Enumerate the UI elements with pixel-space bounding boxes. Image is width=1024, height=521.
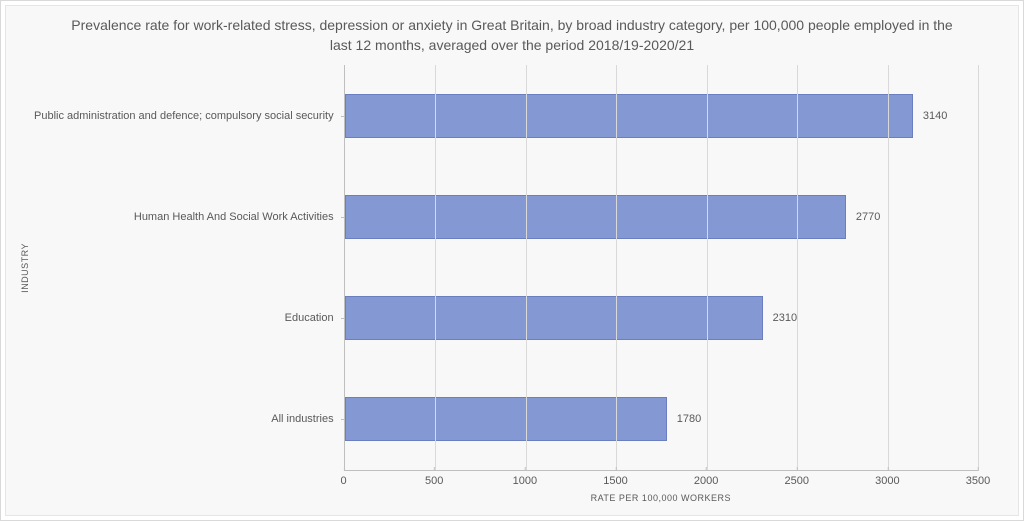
y-axis-category-label: Public administration and defence; compu…	[34, 65, 334, 166]
grid-line	[616, 65, 617, 470]
chart-plot-area-bg: Prevalence rate for work-related stress,…	[5, 5, 1019, 516]
grid-line	[978, 65, 979, 470]
bar-value-label: 3140	[923, 110, 947, 122]
grid-line	[888, 65, 889, 470]
x-axis-tick-label: 3000	[875, 471, 899, 487]
y-axis-category-label: All industries	[271, 369, 333, 470]
x-axis-tick-label: 0	[341, 471, 347, 487]
bar	[345, 94, 913, 138]
x-axis-tick-label: 1500	[603, 471, 627, 487]
grid-line	[526, 65, 527, 470]
grid-line	[707, 65, 708, 470]
x-axis-tick-label: 500	[425, 471, 443, 487]
bar-row: 3140	[345, 65, 978, 166]
x-axis-title-row: I Public administration and defence; com…	[6, 493, 1018, 515]
bar-value-label: 2310	[773, 312, 797, 324]
plot-wrap: INDUSTRY Public administration and defen…	[6, 55, 1018, 470]
y-axis-tick-mark	[341, 419, 345, 420]
bar	[345, 195, 846, 239]
chart-title: Prevalence rate for work-related stress,…	[6, 6, 1018, 55]
plot-area: 3140 2770 2310 1780	[344, 65, 978, 470]
chart-container: Prevalence rate for work-related stress,…	[0, 0, 1024, 521]
grid-line	[797, 65, 798, 470]
y-axis-tick-mark	[341, 217, 345, 218]
x-axis-title: RATE PER 100,000 WORKERS	[344, 493, 978, 515]
y-axis-title: INDUSTRY	[16, 65, 34, 470]
bar-row: 2770	[345, 166, 978, 267]
bars-layer: 3140 2770 2310 1780	[345, 65, 978, 470]
x-axis-tick-label: 2000	[694, 471, 718, 487]
bar-row: 1780	[345, 369, 978, 470]
y-axis-tick-mark	[341, 318, 345, 319]
x-axis-ticks: 0500100015002000250030003500	[344, 470, 978, 493]
x-axis-row: I Public administration and defence; com…	[6, 470, 1018, 493]
grid-line	[435, 65, 436, 470]
y-axis-category-label: Education	[285, 268, 334, 369]
bar-row: 2310	[345, 268, 978, 369]
bar-value-label: 2770	[856, 211, 880, 223]
x-axis-tick-label: 3500	[966, 471, 990, 487]
x-axis-tick-label: 2500	[784, 471, 808, 487]
y-axis-category-label: Human Health And Social Work Activities	[134, 166, 334, 267]
bar-value-label: 1780	[677, 413, 701, 425]
y-axis-category-labels: Public administration and defence; compu…	[34, 65, 344, 470]
bar	[345, 397, 667, 441]
bar	[345, 296, 763, 340]
x-axis-tick-label: 1000	[513, 471, 537, 487]
y-axis-tick-mark	[341, 116, 345, 117]
